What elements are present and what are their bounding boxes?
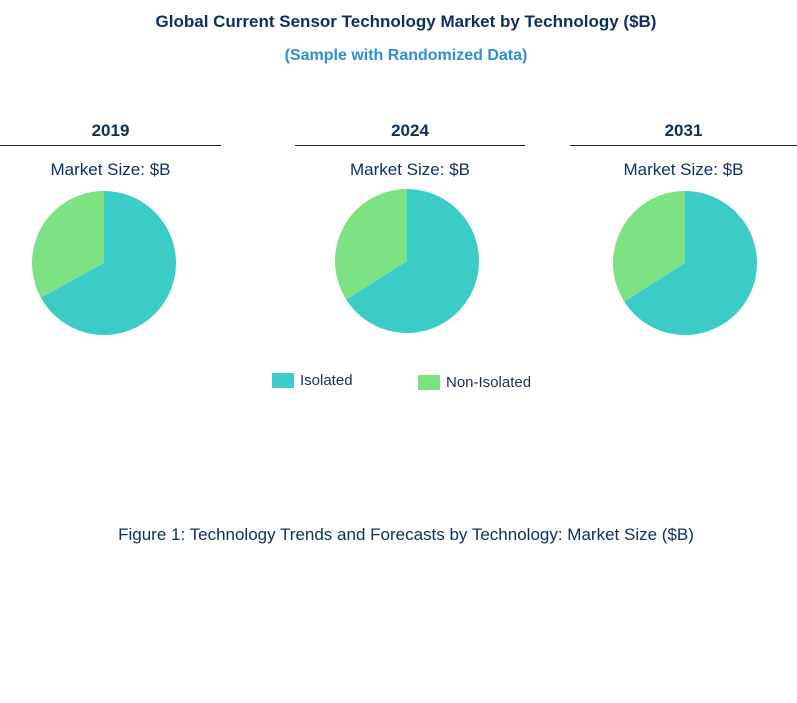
chart-subtitle: (Sample with Randomized Data) [284,47,528,64]
pie-chart-2019 [31,191,177,335]
legend-label: Isolated [300,372,353,389]
legend-swatch [418,375,440,390]
figure-caption: Figure 1: Technology Trends and Forecast… [118,525,694,544]
year-label: 2031 [570,118,797,146]
market-size-label: Market Size: $B [350,160,470,179]
legend-item-isolated: Isolated [272,372,353,389]
legend: Isolated Non-Isolated [0,370,797,400]
pie-panel-2031: 2031 Market Size: $B [570,118,797,179]
pie-chart-2031 [613,191,757,335]
market-size-label: Market Size: $B [50,160,171,179]
pie-chart-2024 [335,189,479,333]
year-label: 2019 [0,118,221,146]
pie-slice-isolated [346,189,479,333]
legend-swatch [272,373,294,388]
pie-panel-2024: 2024 Market Size: $B [295,118,525,179]
pie-slice-isolated [624,191,757,335]
pie-slice-non-isolated [31,191,104,298]
legend-item-non-isolated: Non-Isolated [418,374,531,391]
pie-slice-isolated [40,191,177,335]
market-size-label: Market Size: $B [623,160,744,179]
pie-panel-2019: 2019 Market Size: $B [0,118,221,179]
legend-label: Non-Isolated [446,374,532,391]
pie-slice-non-isolated [335,189,407,300]
year-label: 2024 [295,118,525,146]
pie-slice-non-isolated [613,191,685,302]
chart-title: Global Current Sensor Technology Market … [155,12,657,31]
